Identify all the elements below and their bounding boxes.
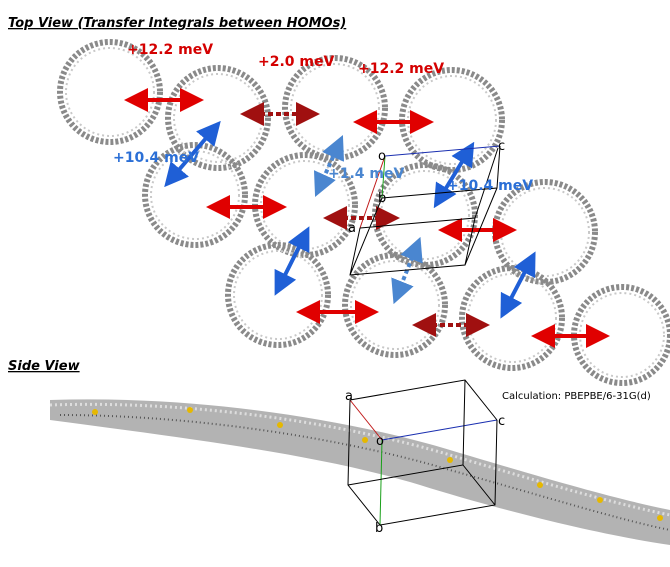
energy-label: +12.2 meV: [358, 61, 444, 77]
axis-label: c: [498, 414, 505, 429]
axis-label: b: [378, 191, 386, 206]
axis-label: a: [345, 389, 353, 404]
energy-label: +10.4 meV: [447, 178, 533, 194]
axis-label: c: [498, 139, 505, 154]
axis-label: o: [376, 434, 384, 449]
energy-label: +12.2 meV: [127, 42, 213, 58]
calculation-note: Calculation: PBEPBE/6-31G(d): [502, 391, 651, 402]
top-view-title: Top View (Transfer Integrals between HOM…: [8, 16, 346, 31]
energy-label: +10.4 meV: [113, 150, 199, 166]
energy-label: +2.0 meV: [258, 54, 334, 70]
transfer-arrows: [136, 100, 598, 336]
side-view-title: Side View: [8, 359, 81, 374]
axis-label: b: [375, 521, 383, 536]
energy-label: +1.4 meV: [328, 166, 404, 182]
axis-label: a: [348, 221, 356, 236]
axis-label: o: [378, 149, 386, 164]
side-molecules: [50, 399, 670, 545]
figure: Top View (Transfer Integrals between HOM…: [0, 0, 670, 567]
